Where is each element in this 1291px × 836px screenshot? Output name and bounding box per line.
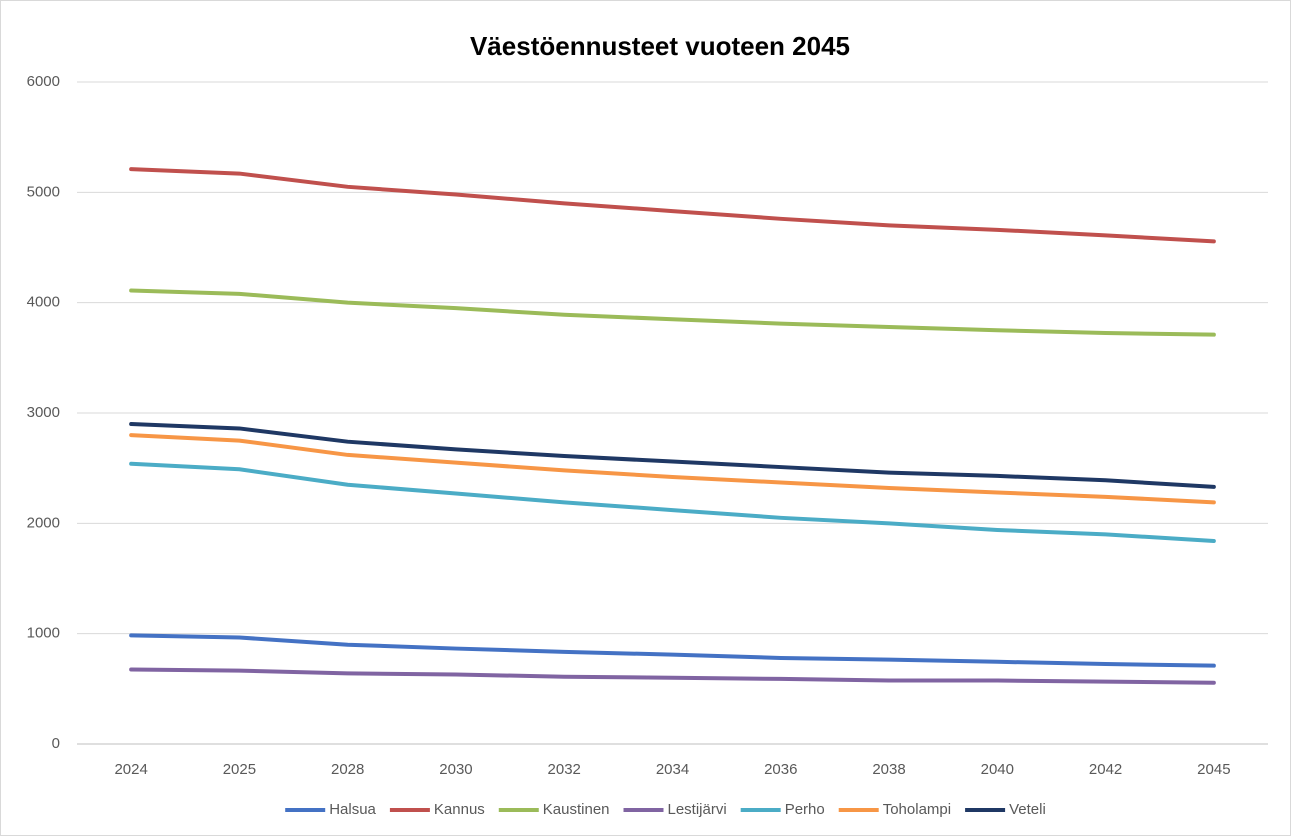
chart-title: Väestöennusteet vuoteen 2045 <box>470 31 850 61</box>
line-series <box>129 667 1216 685</box>
x-tick-label: 2036 <box>764 761 797 778</box>
legend-label: Halsua <box>329 801 376 818</box>
y-tick-label: 3000 <box>27 404 60 421</box>
x-tick-label: 2040 <box>981 761 1014 778</box>
y-tick-label: 2000 <box>27 514 60 531</box>
line-series <box>129 433 1216 505</box>
line-series <box>129 461 1216 543</box>
y-tick-label: 0 <box>52 735 60 752</box>
y-tick-label: 1000 <box>27 625 60 642</box>
y-tick-label: 5000 <box>27 183 60 200</box>
line-series <box>129 288 1216 337</box>
line-series <box>129 167 1216 244</box>
legend-label: Kannus <box>434 801 485 818</box>
x-tick-label: 2038 <box>872 761 905 778</box>
x-tick-label: 2025 <box>223 761 256 778</box>
legend-label: Veteli <box>1009 801 1046 818</box>
x-tick-label: 2028 <box>331 761 364 778</box>
y-tick-label: 6000 <box>27 73 60 90</box>
line-series <box>129 633 1216 668</box>
x-tick-label: 2032 <box>548 761 581 778</box>
line-series <box>129 422 1216 489</box>
legend-label: Perho <box>785 801 825 818</box>
x-tick-label: 2042 <box>1089 761 1122 778</box>
y-tick-label: 4000 <box>27 294 60 311</box>
x-tick-label: 2045 <box>1197 761 1230 778</box>
x-tick-label: 2034 <box>656 761 689 778</box>
legend-label: Kaustinen <box>543 801 610 818</box>
x-tick-label: 2030 <box>439 761 472 778</box>
legend-label: Toholampi <box>883 801 951 818</box>
legend-label: Lestijärvi <box>668 801 727 818</box>
x-tick-label: 2024 <box>114 761 147 778</box>
